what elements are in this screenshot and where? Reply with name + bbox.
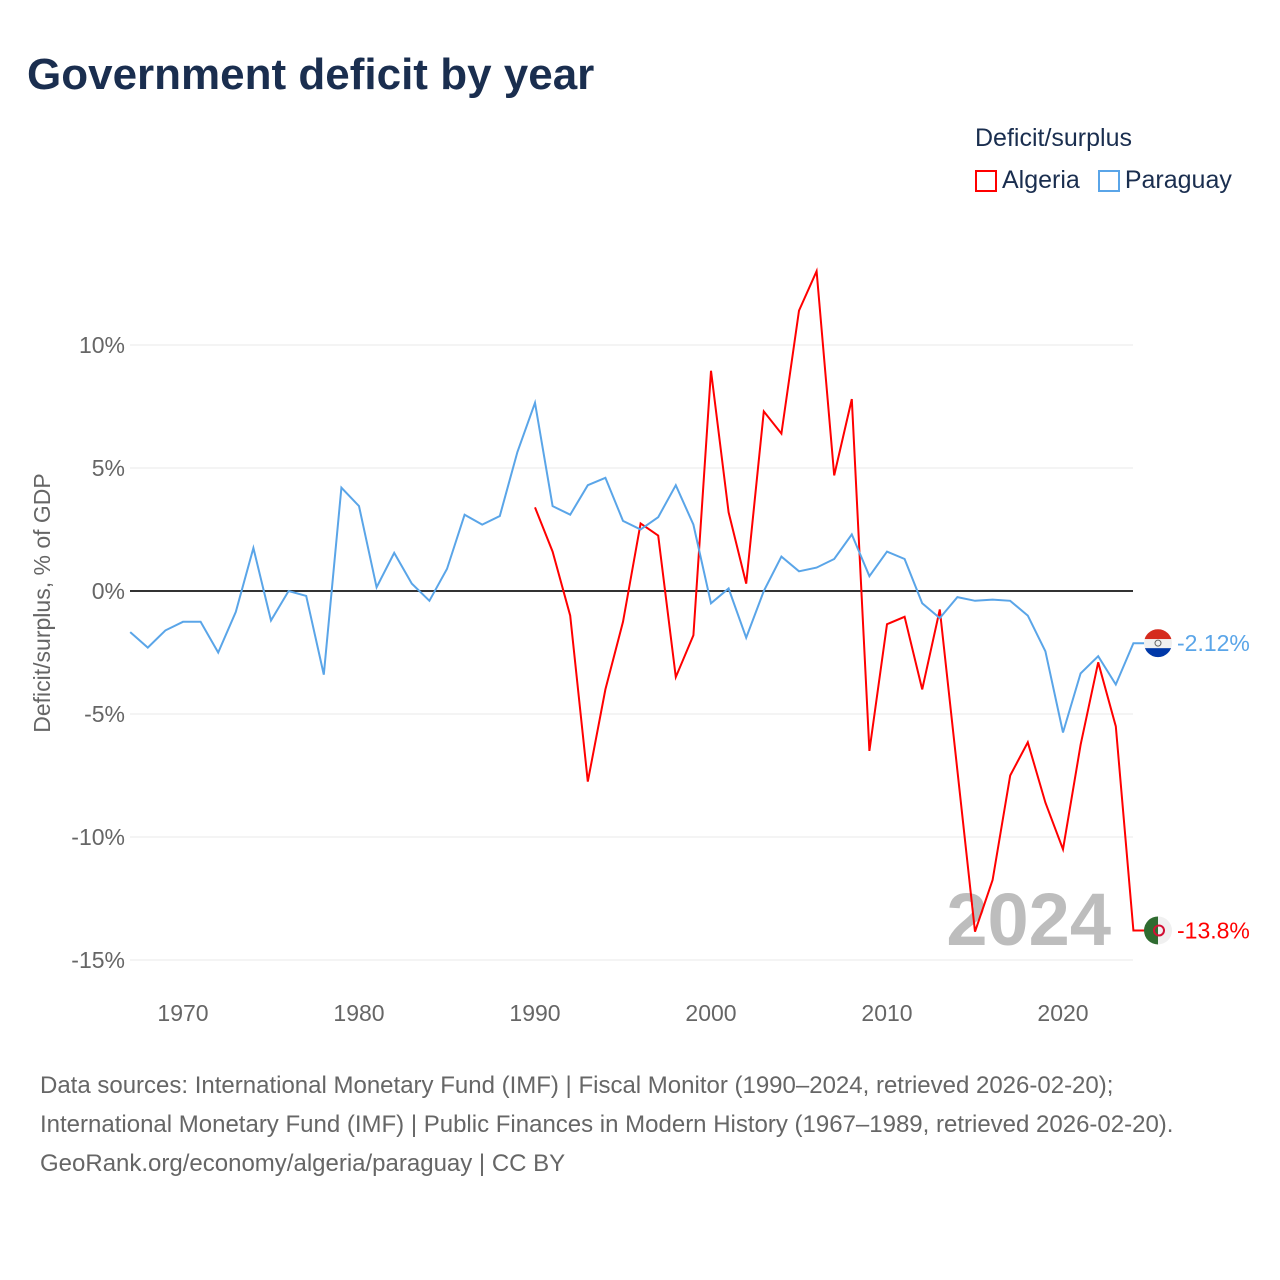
legend-label: Paraguay (1124, 166, 1232, 194)
x-tick-label: 2000 (685, 1000, 736, 1026)
y-tick-label: -10% (71, 824, 125, 850)
legend-item-paraguay[interactable]: Paraguay (1097, 166, 1232, 195)
flag-paraguay-icon (1144, 629, 1172, 658)
x-tick-label: 2010 (861, 1000, 912, 1026)
legend-label: Algeria (1002, 166, 1080, 194)
legend-title: Deficit/surplus (975, 124, 1132, 152)
x-tick-label: 1970 (157, 1000, 208, 1026)
chart-title: Government deficit by year (27, 50, 595, 99)
series-line-paraguay (129, 398, 1146, 733)
y-tick-label: -15% (71, 947, 125, 973)
flag-algeria-icon (1144, 916, 1172, 945)
y-tick-label: 0% (92, 578, 125, 604)
x-tick-label: 1980 (333, 1000, 384, 1026)
end-value-label-algeria: -13.8% (1177, 917, 1250, 943)
y-tick-label: 5% (92, 455, 125, 481)
legend-swatch-paraguay (1097, 169, 1120, 192)
data-sources: Data sources: International Monetary Fun… (40, 1072, 1174, 1138)
legend-swatch-algeria (975, 169, 997, 192)
legend-item-algeria[interactable]: Algeria (975, 166, 1080, 195)
y-axis-label: Deficit/surplus, % of GDP (29, 473, 55, 732)
y-tick-label: 10% (79, 332, 125, 358)
end-value-label-paraguay: -2.12% (1177, 630, 1250, 656)
footer: Data sources: International Monetary Fun… (40, 1066, 1240, 1183)
credit-link[interactable]: GeoRank.org/economy/algeria/paraguay | C… (40, 1150, 566, 1177)
series-line-algeria (534, 267, 1146, 933)
legend: Algeria Paraguay (975, 166, 1232, 195)
y-tick-label: -5% (84, 701, 125, 727)
x-tick-label: 1990 (509, 1000, 560, 1026)
x-tick-label: 2020 (1037, 1000, 1088, 1026)
